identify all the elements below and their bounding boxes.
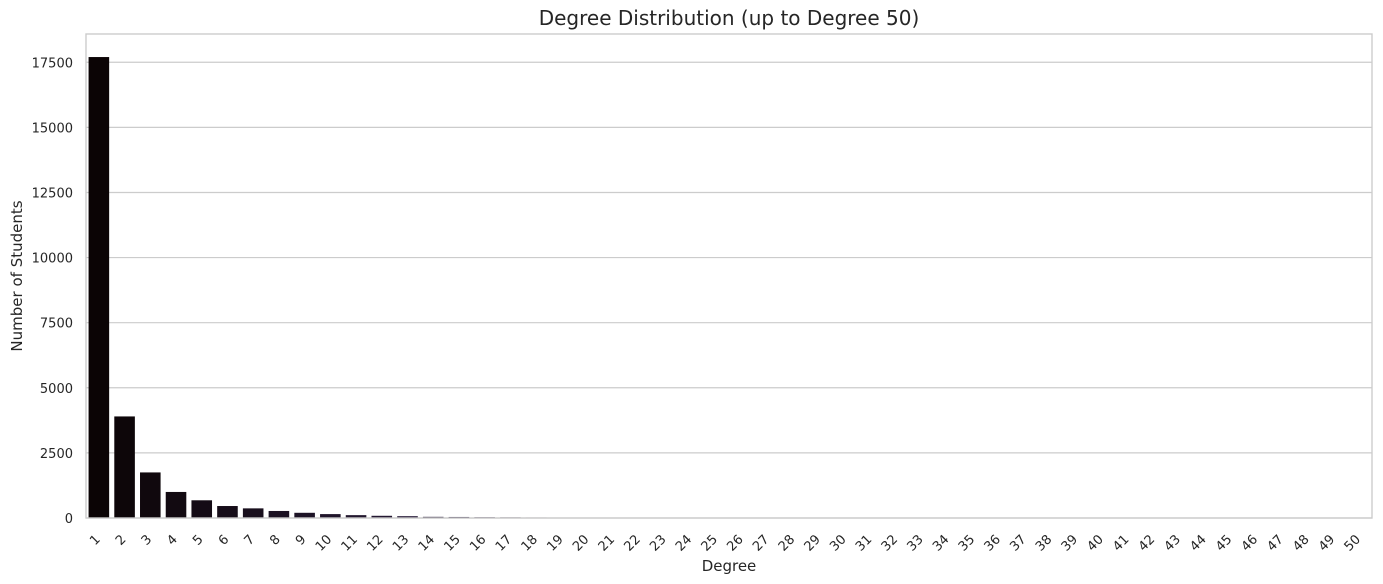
bar-degree-13	[397, 516, 418, 518]
x-tick-label: 28	[776, 532, 798, 554]
x-tick-label: 42	[1136, 532, 1158, 554]
x-tick-label: 10	[313, 532, 335, 554]
y-tick-label: 0	[65, 512, 73, 527]
y-tick-label: 7500	[40, 317, 73, 332]
x-tick-label: 21	[596, 532, 618, 554]
bar-degree-1	[88, 57, 110, 519]
x-tick-label: 27	[750, 532, 772, 554]
x-tick-label: 49	[1316, 532, 1338, 554]
y-axis-label: Number of Students	[8, 200, 26, 351]
bar-degree-4	[165, 491, 187, 518]
x-tick-label: 36	[982, 532, 1004, 554]
x-tick-label: 3	[139, 532, 155, 548]
x-tick-label: 9	[293, 532, 309, 548]
bar-degree-6	[217, 506, 238, 518]
x-tick-label: 37	[1007, 532, 1029, 554]
x-tick-label: 17	[493, 532, 515, 554]
y-tick-label: 15000	[32, 121, 73, 136]
x-tick-label: 12	[364, 532, 386, 554]
gridlines	[86, 61, 1372, 519]
x-tick-label: 30	[827, 532, 849, 554]
bar-degree-2	[114, 416, 135, 518]
x-tick-label: 7	[242, 532, 258, 548]
y-tick-label: 5000	[40, 382, 73, 397]
x-tick-label: 41	[1110, 532, 1132, 554]
y-tick-label: 10000	[32, 252, 73, 267]
y-tick-label: 12500	[32, 186, 73, 201]
x-tick-labels: 1 2 3 4 5 6 7 8 9 10 11 12 13 14 15 16 17 18 19 20 21 22 23 24 2…	[87, 532, 1364, 554]
x-tick-label: 45	[1213, 532, 1235, 554]
x-tick-label: 8	[267, 532, 283, 548]
bar-degree-5	[191, 500, 213, 518]
x-tick-label: 19	[544, 532, 566, 554]
x-tick-label: 1	[87, 532, 103, 548]
x-tick-label: 43	[1162, 532, 1184, 554]
x-tick-label: 50	[1342, 532, 1364, 554]
x-tick-label: 25	[699, 532, 721, 554]
x-tick-label: 33	[904, 532, 926, 554]
chart-title: Degree Distribution (up to Degree 50)	[539, 6, 920, 30]
x-tick-label: 16	[467, 532, 489, 554]
x-tick-label: 32	[879, 532, 901, 554]
x-tick-label: 22	[622, 532, 644, 554]
x-tick-label: 38	[1033, 532, 1055, 554]
x-tick-label: 2	[113, 532, 129, 548]
x-tick-label: 5	[190, 532, 206, 548]
bar-degree-12	[371, 515, 393, 518]
y-tick-labels: 0 2500 5000 7500 10000 12500 15000 17500	[32, 56, 73, 527]
x-tick-label: 24	[673, 532, 695, 554]
y-tick-label: 17500	[32, 56, 73, 71]
x-tick-label: 20	[570, 532, 592, 554]
x-tick-label: 39	[1059, 532, 1081, 554]
x-tick-label: 31	[853, 532, 875, 554]
bar-degree-7	[242, 508, 264, 518]
x-tick-label: 26	[724, 532, 746, 554]
bar-degree-10	[320, 514, 341, 518]
x-tick-label: 6	[216, 532, 232, 548]
x-tick-label: 11	[339, 532, 361, 554]
bar-degree-8	[268, 510, 290, 518]
x-tick-label: 46	[1239, 532, 1261, 554]
x-tick-label: 48	[1290, 532, 1312, 554]
x-tick-label: 23	[647, 532, 669, 554]
x-axis-label: Degree	[702, 557, 757, 575]
bar-degree-11	[345, 515, 367, 518]
x-tick-label: 29	[802, 532, 824, 554]
x-tick-label: 34	[930, 532, 952, 554]
plot-frame	[85, 33, 1373, 519]
x-tick-label: 35	[956, 532, 978, 554]
y-tick-label: 2500	[40, 447, 73, 462]
x-tick-label: 4	[164, 532, 180, 548]
bars	[88, 57, 1370, 519]
x-tick-label: 18	[519, 532, 541, 554]
x-tick-label: 44	[1187, 532, 1209, 554]
x-tick-label: 47	[1265, 532, 1287, 554]
x-tick-label: 13	[390, 532, 412, 554]
x-tick-label: 15	[441, 532, 463, 554]
x-tick-label: 14	[416, 532, 438, 554]
bar-degree-3	[140, 472, 161, 518]
x-tick-label: 40	[1084, 532, 1106, 554]
bar-degree-9	[294, 512, 315, 518]
